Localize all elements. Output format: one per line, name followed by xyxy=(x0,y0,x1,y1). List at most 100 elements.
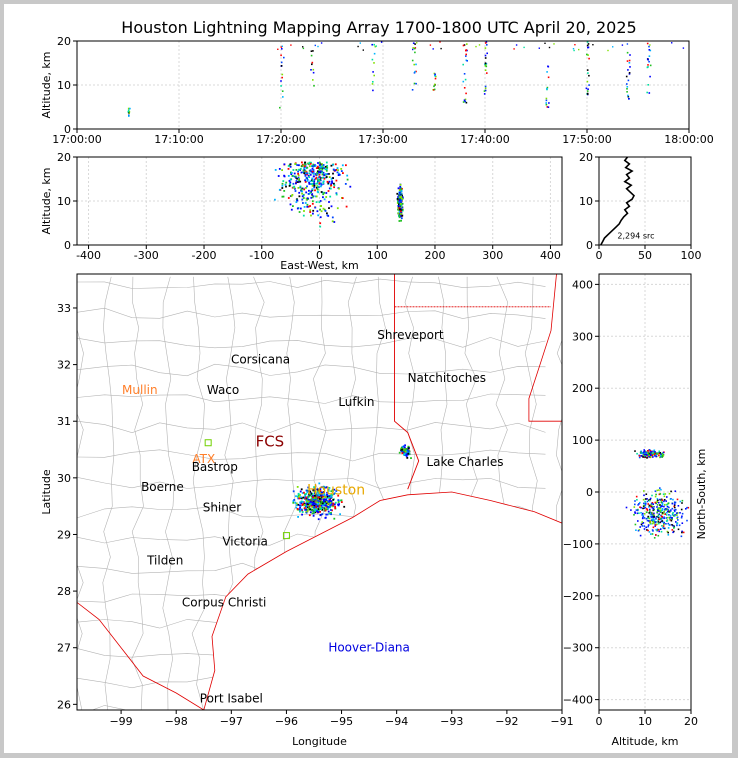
source-point-time xyxy=(433,88,436,91)
source-point-north-south xyxy=(663,499,666,501)
source-point-north-south xyxy=(630,509,632,511)
source-point-map xyxy=(301,504,304,506)
county-boundary xyxy=(77,337,546,349)
county-boundary xyxy=(77,477,546,489)
source-point-time xyxy=(440,47,442,50)
source-point-east-west xyxy=(320,210,323,213)
source-point-east-west xyxy=(317,179,319,181)
source-point-time xyxy=(463,73,466,75)
source-point-map xyxy=(319,510,321,513)
source-point-east-west xyxy=(306,178,309,181)
source-point-east-west xyxy=(324,210,327,212)
source-point-east-west xyxy=(304,179,306,182)
source-point-north-south xyxy=(658,489,660,491)
tick-label-latitude: 26 xyxy=(57,698,71,711)
tick-label-ns-altitude: 10 xyxy=(638,715,652,728)
source-point-map xyxy=(314,510,316,512)
source-point-north-south xyxy=(645,508,648,510)
source-point-map xyxy=(321,501,323,503)
map-boundaries xyxy=(77,274,562,710)
texas-louisiana-border xyxy=(394,274,420,490)
source-point-map xyxy=(310,497,313,500)
source-point-east-west xyxy=(287,175,290,177)
source-point-east-west xyxy=(398,200,401,203)
source-point-map xyxy=(308,498,310,501)
source-point-north-south xyxy=(666,512,668,514)
source-point-map xyxy=(295,504,298,507)
source-point-time xyxy=(646,42,649,45)
source-point-time xyxy=(547,76,550,79)
source-point-time xyxy=(573,49,575,52)
source-point-east-west xyxy=(323,198,326,201)
source-point-north-south xyxy=(657,516,660,519)
source-point-east-west xyxy=(330,183,332,186)
source-point-north-south xyxy=(649,497,652,500)
source-point-time xyxy=(414,70,416,73)
source-point-time xyxy=(588,74,590,77)
source-point-north-south xyxy=(649,498,651,501)
source-point-east-west xyxy=(311,170,314,173)
tick-label-histogram: 50 xyxy=(638,249,652,262)
source-point-map xyxy=(401,448,403,451)
city-label: Shiner xyxy=(203,500,242,514)
source-point-map xyxy=(313,505,316,507)
source-point-east-west xyxy=(400,208,403,211)
source-point-map xyxy=(332,489,334,492)
source-point-east-west xyxy=(335,169,338,171)
source-point-east-west xyxy=(314,189,316,192)
source-point-time xyxy=(280,61,283,64)
source-point-time xyxy=(486,52,488,55)
source-point-map xyxy=(400,450,403,453)
source-point-east-west xyxy=(307,205,310,208)
source-point-time xyxy=(546,106,549,108)
source-point-time xyxy=(647,84,649,86)
source-point-north-south xyxy=(656,498,659,500)
source-point-map xyxy=(321,502,324,505)
source-point-north-south xyxy=(648,449,651,451)
city-label: Houston xyxy=(307,482,365,498)
source-point-map xyxy=(333,488,336,491)
source-point-map xyxy=(325,504,327,507)
source-point-north-south xyxy=(674,506,676,509)
source-point-time xyxy=(413,72,416,74)
source-point-north-south xyxy=(654,490,657,492)
source-point-east-west xyxy=(313,180,316,183)
source-point-map xyxy=(305,502,308,505)
source-point-east-west xyxy=(288,180,291,182)
source-point-map xyxy=(317,499,319,502)
source-point-map xyxy=(324,495,326,498)
source-point-map xyxy=(332,502,335,505)
source-point-time xyxy=(435,75,437,78)
source-point-map xyxy=(325,508,328,511)
county-boundary xyxy=(77,393,546,404)
source-point-east-west xyxy=(319,216,322,219)
source-point-map xyxy=(407,450,410,453)
tick-label-ns-altitude: 20 xyxy=(684,715,698,728)
tick-label-latitude: 29 xyxy=(57,528,71,541)
source-point-north-south xyxy=(643,452,645,454)
source-point-north-south xyxy=(650,454,652,457)
source-point-time xyxy=(486,72,488,74)
source-point-east-west xyxy=(312,165,314,168)
source-point-north-south xyxy=(665,520,668,522)
source-point-north-south xyxy=(665,508,667,510)
source-point-time xyxy=(434,74,436,77)
source-point-time xyxy=(547,65,549,68)
source-point-time xyxy=(483,90,486,92)
source-point-time xyxy=(548,102,550,104)
source-point-east-west xyxy=(308,172,311,175)
source-point-map xyxy=(301,513,303,516)
source-point-east-west xyxy=(332,172,334,175)
source-point-north-south xyxy=(637,520,639,522)
tick-label-histogram: 0 xyxy=(596,249,603,262)
source-point-east-west xyxy=(281,182,284,185)
source-point-north-south xyxy=(642,498,645,501)
tick-label-longitude: −97 xyxy=(220,715,243,728)
source-point-east-west xyxy=(283,190,286,192)
source-point-north-south xyxy=(659,493,662,495)
source-point-map xyxy=(300,488,303,491)
source-point-time xyxy=(359,42,361,44)
source-point-map xyxy=(316,505,319,507)
source-point-east-west xyxy=(312,172,315,175)
source-point-east-west xyxy=(328,173,330,175)
